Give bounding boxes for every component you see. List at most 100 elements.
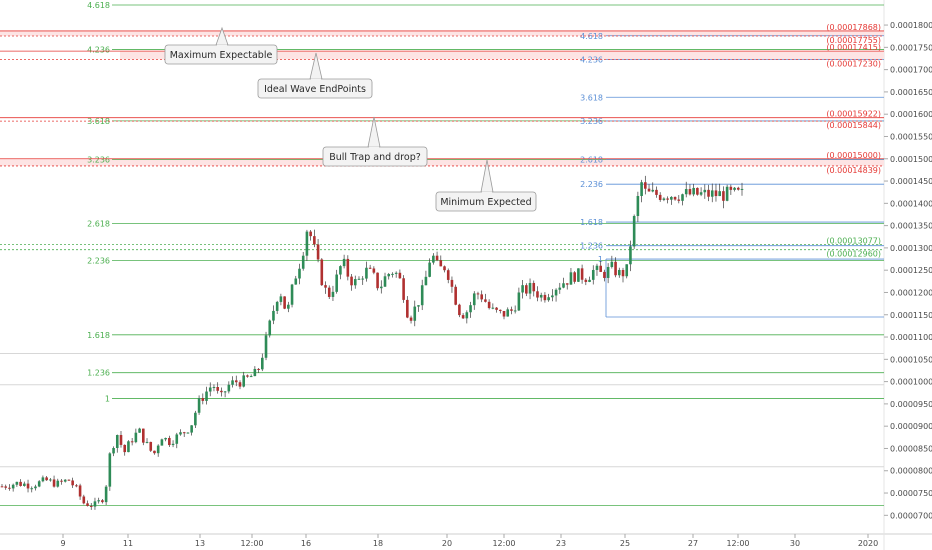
candle-body (446, 270, 450, 280)
candle-body (513, 310, 517, 312)
candle-body (584, 279, 588, 282)
candle-body (525, 285, 528, 294)
candle-body (510, 309, 513, 311)
candle-body (428, 262, 431, 277)
candle-body (115, 435, 119, 449)
candle-body (562, 283, 565, 288)
candle-body (89, 505, 93, 507)
candle-body (309, 231, 312, 237)
candle-body (26, 483, 30, 489)
candle-body (67, 479, 71, 481)
candle-body (383, 276, 387, 287)
annotation-text: Maximum Expectable (170, 50, 273, 61)
x-tick-label: 23 (556, 539, 566, 548)
candle-body (142, 428, 145, 443)
candle-body (703, 189, 707, 193)
candle-body (435, 255, 439, 261)
candle-body (353, 279, 357, 286)
candle-body (153, 450, 156, 454)
candle-body (710, 190, 714, 197)
candle-body (316, 244, 320, 260)
candle-body (257, 368, 260, 370)
candle-body (138, 428, 141, 433)
candle-body (168, 437, 171, 446)
x-tick-label: 12:00 (492, 539, 515, 548)
candle-body (242, 375, 246, 387)
candle-body (498, 309, 502, 311)
candle-body (234, 380, 238, 383)
candle-body (517, 292, 521, 311)
candle-body (171, 443, 175, 446)
candle-body (212, 387, 216, 389)
candle-body (502, 310, 506, 317)
fib-level-label: 3.236 (580, 117, 603, 126)
candle-body (644, 182, 647, 189)
candle-body (673, 196, 677, 200)
candle-body (78, 485, 82, 497)
candle-body (0, 486, 4, 488)
candle-body (49, 479, 52, 481)
target-level-label: (0.00017230) (826, 59, 881, 68)
target-level-label: (0.00014839) (826, 166, 881, 175)
candle-body (610, 261, 614, 267)
candle-body (543, 294, 547, 301)
candle-body (41, 477, 45, 482)
candle-body (264, 335, 268, 358)
candle-body (432, 255, 435, 263)
candle-body (536, 291, 539, 298)
candle-body (551, 295, 554, 298)
target-level-label: (0.00017415) (826, 43, 881, 52)
candle-body (275, 301, 279, 311)
candle-body (294, 278, 298, 285)
candle-body (588, 279, 591, 282)
candle-body (707, 189, 710, 197)
candle-body (357, 278, 361, 280)
candle-body (733, 187, 736, 190)
fib-level-label: 2.618 (580, 156, 603, 165)
candle-body (15, 481, 19, 485)
candle-body (104, 486, 108, 503)
candle-body (636, 196, 640, 216)
candle-body (591, 269, 595, 280)
candle-body (313, 236, 316, 245)
y-tick-label: 0.00015000 (890, 155, 932, 164)
candle-body (558, 287, 562, 290)
candle-body (197, 398, 201, 413)
candle-body (231, 380, 234, 385)
candle-body (658, 194, 662, 200)
candle-body (565, 283, 569, 285)
candle-body (681, 194, 684, 201)
candle-body (52, 479, 56, 487)
candle-body (677, 199, 681, 201)
x-tick-label: 9 (60, 539, 65, 548)
candle-body (718, 191, 721, 197)
candle-body (216, 387, 219, 391)
candle-body (335, 274, 338, 292)
candle-body (409, 317, 413, 321)
candle-body (599, 265, 602, 272)
candle-body (617, 269, 621, 276)
candle-body (696, 187, 699, 195)
candle-body (725, 186, 729, 201)
candle-body (595, 265, 599, 270)
candle-body (160, 439, 164, 446)
candle-body (201, 398, 205, 401)
candle-body (361, 278, 365, 280)
candle-body (268, 320, 272, 336)
candle-body (156, 445, 160, 454)
